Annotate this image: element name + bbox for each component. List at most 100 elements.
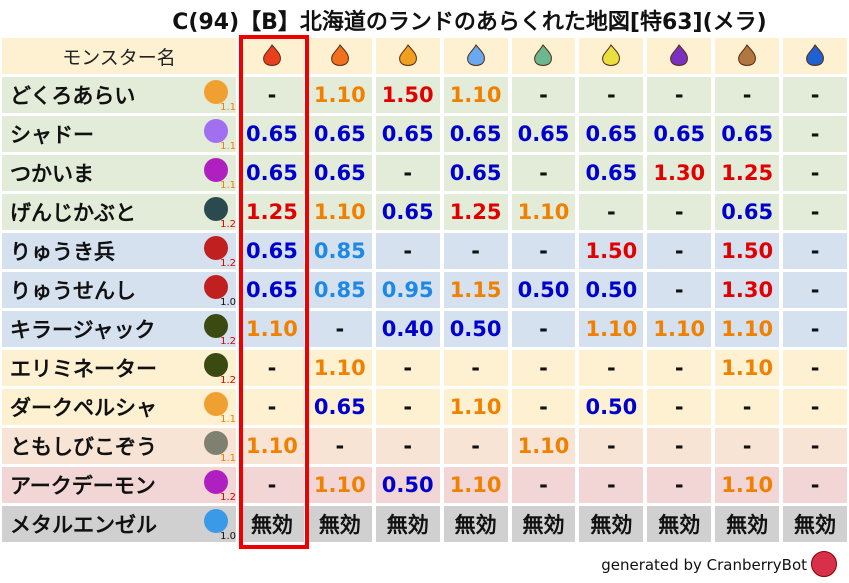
header-element-4 — [511, 38, 576, 74]
resistance-value: - — [579, 350, 644, 386]
multiplier: 1.0 — [220, 297, 236, 308]
resistance-value: 0.65 — [443, 116, 508, 152]
trident-icon — [204, 470, 228, 494]
multiplier: 1.2 — [220, 219, 236, 230]
monster-name-cell: つかいま 1.1 — [2, 155, 236, 191]
resistance-value: - — [715, 428, 780, 464]
resistance-value: - — [240, 467, 304, 503]
resistance-value: 1.10 — [240, 428, 304, 464]
resistance-value: - — [511, 389, 576, 425]
resistance-value: 1.10 — [307, 194, 372, 230]
resistance-value: - — [240, 350, 304, 386]
resistance-value: 0.50 — [579, 389, 644, 425]
resistance-value: - — [375, 389, 440, 425]
resistance-value: - — [647, 428, 712, 464]
resistance-value: 0.65 — [307, 389, 372, 425]
resistance-value: - — [715, 389, 780, 425]
resistance-value: 0.65 — [579, 116, 644, 152]
resistance-value: 1.10 — [307, 77, 372, 113]
bug-icon — [204, 197, 228, 221]
resistance-value: - — [783, 467, 847, 503]
resistance-value: 1.10 — [715, 467, 780, 503]
resistance-value: 1.10 — [443, 77, 508, 113]
header-element-2 — [375, 38, 440, 74]
header-element-3 — [443, 38, 508, 74]
resistance-value: - — [647, 389, 712, 425]
monster-name: エリミネーター — [10, 357, 157, 381]
header-element-8 — [783, 38, 847, 74]
cranberry-bot-icon — [811, 551, 837, 577]
resistance-value: 1.10 — [647, 311, 712, 347]
multiplier: 1.1 — [220, 141, 236, 152]
resistance-value: 0.65 — [579, 155, 644, 191]
resistance-value: 1.10 — [715, 311, 780, 347]
resistance-value: 無効 — [443, 506, 508, 542]
monster-name: りゅうき兵 — [10, 240, 115, 264]
monster-name: どくろあらい — [10, 84, 136, 108]
resistance-value: 0.50 — [579, 272, 644, 308]
paw-icon — [204, 80, 228, 104]
monster-name: ダークペルシャ — [10, 396, 157, 420]
header-element-7 — [715, 38, 780, 74]
resistance-value: 1.50 — [375, 77, 440, 113]
resistance-value: 0.65 — [240, 272, 304, 308]
resistance-value: 0.65 — [715, 116, 780, 152]
monster-name: メタルエンゼル — [10, 513, 157, 537]
resistance-value: - — [647, 467, 712, 503]
resistance-value: 1.10 — [511, 428, 576, 464]
monster-name-cell: りゅうせんし 1.0 — [2, 272, 236, 308]
resistance-value: 1.25 — [443, 194, 508, 230]
resistance-value: - — [579, 428, 644, 464]
header-element-1 — [307, 38, 372, 74]
resistance-value: 0.65 — [443, 155, 508, 191]
resistance-value: 0.85 — [307, 272, 372, 308]
dein-lightning-icon — [602, 44, 621, 66]
resistance-table: モンスター名 どくろあらい 1.1-1.10 1.50 1.10- - - - - シャドー 1.1… — [2, 38, 847, 542]
monster-name-cell: アークデーモン 1.2 — [2, 467, 236, 503]
multiplier: 1.0 — [220, 531, 236, 542]
monster-name-cell: シャドー 1.1 — [2, 116, 236, 152]
brick-icon — [204, 431, 228, 455]
resistance-value: 1.50 — [579, 233, 644, 269]
resistance-value: 無効 — [240, 506, 304, 542]
resistance-value: 無効 — [647, 506, 712, 542]
monster-name-cell: ダークペルシャ 1.1 — [2, 389, 236, 425]
resistance-value: - — [375, 155, 440, 191]
multiplier: 1.1 — [220, 102, 236, 113]
monster-name: つかいま — [10, 162, 94, 186]
monster-name-cell: りゅうき兵 1.2 — [2, 233, 236, 269]
resistance-value: 0.65 — [715, 194, 780, 230]
resistance-value: - — [511, 233, 576, 269]
resistance-value: 1.15 — [443, 272, 508, 308]
resistance-value: 0.65 — [375, 116, 440, 152]
resistance-value: 0.65 — [307, 116, 372, 152]
resistance-value: 無効 — [511, 506, 576, 542]
resistance-value: 0.65 — [375, 194, 440, 230]
footer-credit: generated by CranberryBot — [601, 556, 807, 574]
resistance-value: 無効 — [783, 506, 847, 542]
resistance-value: - — [783, 272, 847, 308]
resistance-value: - — [579, 467, 644, 503]
resistance-value: - — [240, 77, 304, 113]
resistance-value: - — [375, 350, 440, 386]
water-icon — [806, 44, 824, 66]
drop-icon — [204, 509, 228, 533]
multiplier: 1.1 — [220, 180, 236, 191]
resistance-value: - — [783, 77, 847, 113]
monster-name: シャドー — [10, 123, 94, 147]
dorma-dark-icon — [670, 44, 689, 66]
monster-name-cell: どくろあらい 1.1 — [2, 77, 236, 113]
jibaria-earth-icon — [738, 44, 757, 66]
paw-icon — [204, 392, 228, 416]
header-name-label: モンスター名 — [2, 38, 236, 74]
resistance-value: 0.65 — [240, 233, 304, 269]
resistance-value: - — [579, 77, 644, 113]
monster-name-cell: げんじかぶと 1.2 — [2, 194, 236, 230]
monster-name: アークデーモン — [10, 474, 156, 498]
multiplier: 1.2 — [220, 336, 236, 347]
resistance-value: - — [579, 194, 644, 230]
resistance-value: - — [647, 233, 712, 269]
resistance-value: - — [375, 233, 440, 269]
resistance-value: 0.40 — [375, 311, 440, 347]
resistance-value: - — [511, 77, 576, 113]
